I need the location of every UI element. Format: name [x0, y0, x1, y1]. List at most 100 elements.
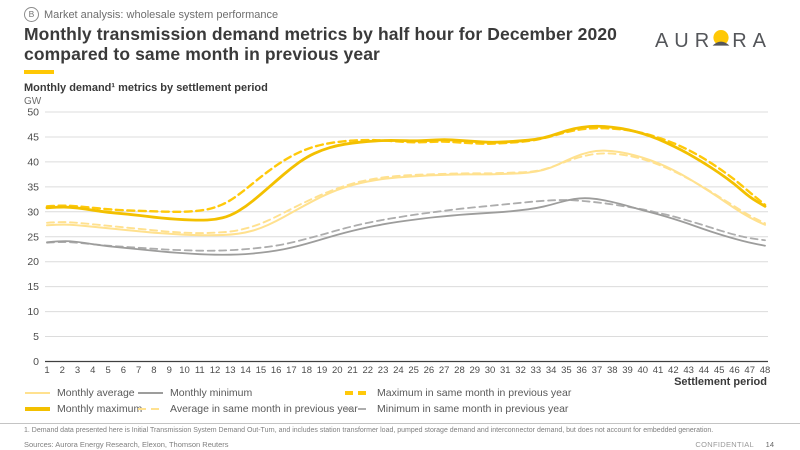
legend-swatch-dashed-line [345, 391, 370, 395]
x-tick-label: 30 [485, 365, 496, 376]
page-title-line1: Monthly transmission demand metrics by h… [24, 24, 618, 44]
legend-label: Minimum in same month in previous year [377, 403, 569, 415]
legend-swatch-dashed-line [138, 407, 163, 411]
x-tick-label: 6 [121, 365, 126, 376]
legend-item: Monthly minimum [138, 387, 345, 399]
b-badge-icon: B [24, 7, 39, 22]
y-tick-label: 35 [27, 181, 39, 193]
breadcrumb: B Market analysis: wholesale system perf… [24, 7, 278, 22]
y-tick-label: 30 [27, 206, 39, 218]
footnote: 1. Demand data presented here is Initial… [24, 427, 714, 434]
x-tick-label: 11 [195, 365, 205, 376]
x-tick-label: 31 [500, 365, 511, 376]
legend-label: Monthly average [57, 387, 135, 399]
x-tick-label: 34 [546, 365, 557, 376]
x-tick-label: 48 [760, 365, 771, 376]
y-tick-label: 40 [27, 156, 39, 168]
monthly_minimum-line [46, 197, 766, 256]
x-tick-label: 42 [668, 365, 679, 376]
x-tick-label: 20 [332, 365, 343, 376]
legend-item: Minimum in same month in previous year [345, 403, 770, 415]
aurora-logo: AUR RA [655, 29, 772, 53]
avg_prev_year-line [46, 152, 766, 235]
x-tick-label: 41 [653, 365, 664, 376]
x-tick-label: 46 [729, 365, 740, 376]
x-tick-label: 26 [424, 365, 435, 376]
x-tick-label: 7 [136, 365, 141, 376]
legend-item: Maximum in same month in previous year [345, 387, 770, 399]
x-tick-label: 1 [44, 365, 49, 376]
x-tick-label: 39 [622, 365, 633, 376]
x-tick-label: 5 [105, 365, 110, 376]
x-tick-label: 38 [607, 365, 618, 376]
sources: Sources: Aurora Energy Research, Elexon,… [24, 440, 229, 449]
x-tick-label: 27 [439, 365, 450, 376]
x-tick-label: 24 [393, 365, 404, 376]
x-tick-label: 12 [210, 365, 221, 376]
logo-text-pre: AUR [654, 29, 716, 52]
x-tick-label: 44 [699, 365, 710, 376]
x-tick-label: 29 [469, 365, 480, 376]
footer-divider [0, 423, 800, 424]
x-tick-label: 28 [454, 365, 465, 376]
legend-item: Monthly maximum [25, 403, 142, 415]
legend-label: Monthly maximum [57, 403, 143, 415]
monthly_maximum-line [45, 124, 767, 222]
page-title: Monthly transmission demand metrics by h… [24, 24, 618, 65]
y-tick-label: 5 [33, 331, 39, 343]
x-tick-label: 25 [408, 365, 419, 376]
y-axis-unit: GW [24, 96, 42, 107]
legend-label: Maximum in same month in previous year [377, 387, 572, 399]
y-tick-label: 15 [27, 281, 39, 293]
breadcrumb-label: Market analysis: wholesale system perfor… [44, 8, 279, 21]
sun-icon [712, 29, 730, 53]
x-tick-label: 15 [256, 365, 267, 376]
x-tick-label: 19 [317, 365, 328, 376]
logo-text-post: RA [732, 29, 772, 52]
legend-swatch-solid-line [25, 407, 50, 411]
x-axis-title: Settlement period [674, 376, 767, 388]
page-title-line2: compared to same month in previous year [24, 43, 380, 64]
x-tick-label: 23 [378, 365, 389, 376]
legend-swatch-solid-line [25, 391, 50, 395]
x-tick-label: 3 [75, 365, 80, 376]
x-tick-label: 18 [301, 365, 312, 376]
confidential-label: CONFIDENTIAL [695, 440, 754, 449]
x-tick-label: 17 [286, 365, 297, 376]
legend-swatch-dashed-line [345, 407, 370, 411]
min_prev_year-line [46, 199, 766, 252]
page-number: 14 [765, 440, 774, 449]
chart-legend: Monthly average Monthly minimum Maximum in… [25, 385, 770, 417]
x-tick-label: 21 [347, 365, 358, 376]
x-tick-label: 32 [515, 365, 526, 376]
x-tick-label: 35 [561, 365, 572, 376]
x-tick-label: 45 [714, 365, 725, 376]
title-accent-bar [24, 70, 54, 74]
y-tick-label: 50 [27, 107, 39, 119]
x-tick-label: 22 [363, 365, 374, 376]
legend-label: Monthly minimum [170, 387, 253, 399]
chart-subtitle: Monthly demand¹ metrics by settlement pe… [24, 82, 268, 94]
legend-item: Monthly average [25, 387, 138, 399]
x-tick-label: 36 [576, 365, 587, 376]
x-tick-label: 16 [271, 365, 282, 376]
monthly_average-line [46, 149, 766, 237]
x-tick-label: 14 [240, 365, 251, 376]
x-tick-label: 13 [225, 365, 236, 376]
y-tick-label: 20 [27, 256, 39, 268]
x-tick-label: 10 [179, 365, 190, 376]
legend-item: Average in same month in previous year [138, 403, 358, 415]
x-tick-label: 37 [592, 365, 603, 376]
y-tick-label: 0 [33, 356, 39, 368]
legend-label: Average in same month in previous year [170, 403, 358, 415]
y-tick-label: 25 [27, 231, 39, 243]
legend-swatch-solid-line [138, 391, 163, 395]
x-tick-label: 4 [90, 365, 95, 376]
x-tick-label: 2 [60, 365, 65, 376]
y-tick-label: 45 [27, 131, 39, 143]
x-tick-label: 43 [683, 365, 694, 376]
x-tick-label: 33 [531, 365, 542, 376]
x-tick-label: 8 [151, 365, 156, 376]
